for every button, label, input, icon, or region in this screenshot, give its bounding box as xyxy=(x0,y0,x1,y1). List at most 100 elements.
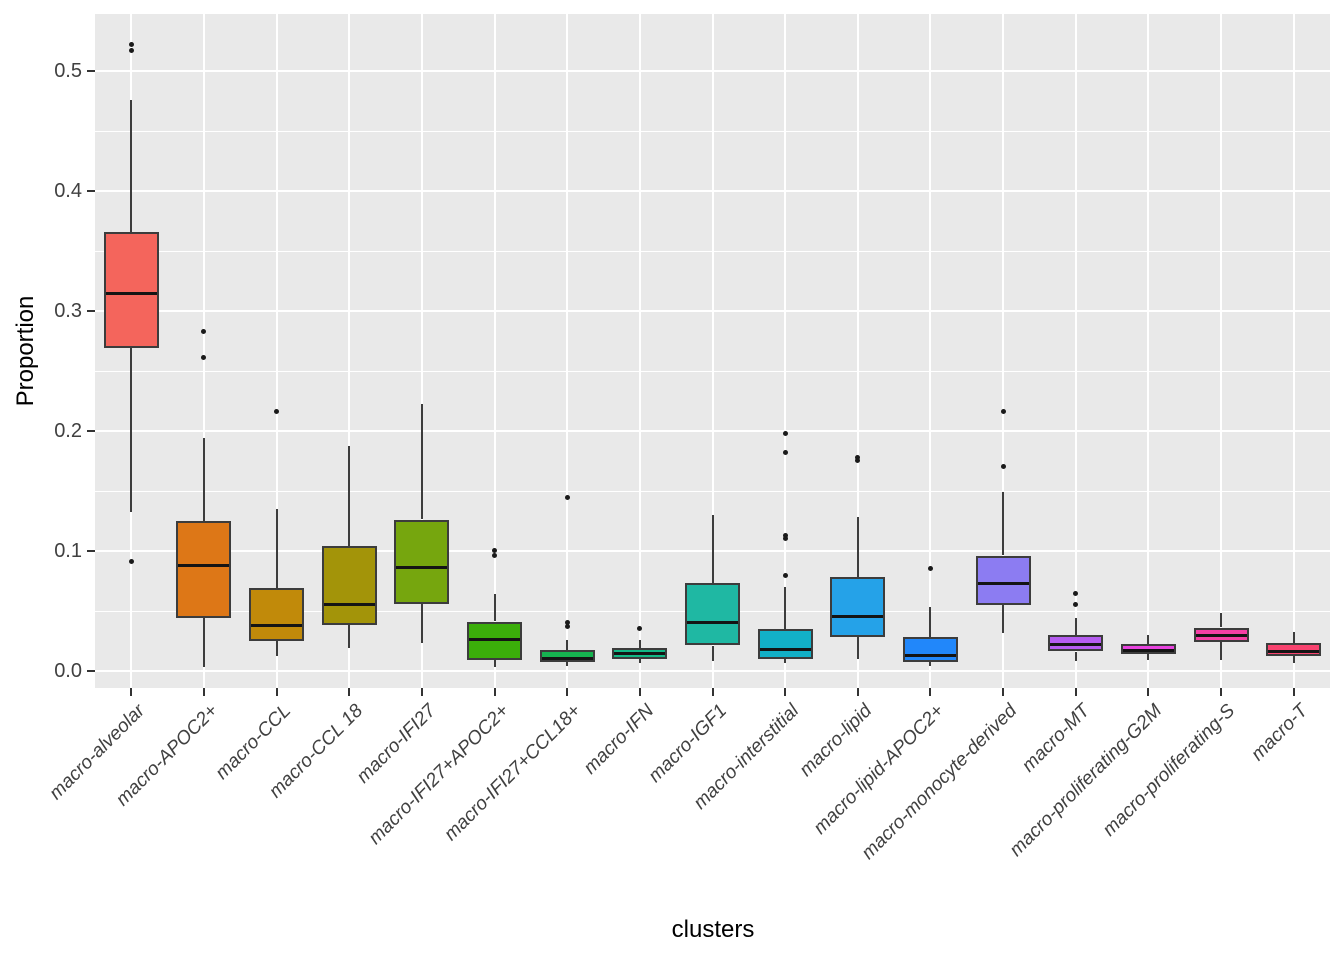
boxplot-box xyxy=(975,555,1031,605)
category-gridline xyxy=(711,14,714,688)
y-tick-label: 0.5 xyxy=(54,59,82,82)
boxplot-lower-whisker xyxy=(1147,653,1150,660)
boxplot-median-line xyxy=(396,566,448,569)
y-tick xyxy=(87,189,95,192)
boxplot-lower-whisker xyxy=(202,617,205,668)
x-tick xyxy=(856,688,859,696)
boxplot-median-line xyxy=(832,615,884,619)
boxplot-median-line xyxy=(105,292,157,296)
boxplot-median-line xyxy=(1195,634,1247,638)
major-gridline xyxy=(95,429,1330,432)
boxplot-outlier-dot xyxy=(855,458,861,464)
minor-gridline xyxy=(95,250,1330,252)
boxplot-box xyxy=(249,587,305,641)
category-gridline xyxy=(1147,14,1150,688)
major-gridline xyxy=(95,69,1330,72)
y-tick-label: 0.1 xyxy=(54,539,82,562)
major-gridline xyxy=(95,669,1330,672)
boxplot-lower-whisker xyxy=(493,659,496,668)
boxplot-lower-whisker xyxy=(1292,656,1295,664)
boxplot-box xyxy=(757,628,813,659)
boxplot-outlier-dot xyxy=(564,620,570,626)
boxplot-upper-whisker xyxy=(711,514,714,584)
boxplot-outlier-dot xyxy=(128,41,134,47)
minor-gridline xyxy=(95,130,1330,132)
boxplot-upper-whisker xyxy=(1074,617,1077,635)
boxplot-upper-whisker xyxy=(493,593,496,622)
boxplot-outlier-dot xyxy=(128,47,134,53)
boxplot-lower-whisker xyxy=(1074,651,1077,662)
x-tick xyxy=(784,688,787,696)
x-tick xyxy=(130,688,133,696)
x-tick xyxy=(1002,688,1005,696)
category-gridline xyxy=(275,14,278,688)
boxplot-outlier-dot xyxy=(564,623,570,629)
boxplot-upper-whisker xyxy=(1220,613,1223,628)
boxplot-median-line xyxy=(904,653,956,657)
x-tick xyxy=(202,688,205,696)
boxplot-outlier-dot xyxy=(492,548,498,554)
x-tick xyxy=(348,688,351,696)
y-tick-label: 0.2 xyxy=(54,419,82,442)
x-tick xyxy=(1147,688,1150,696)
boxplot-median-line xyxy=(1122,648,1174,652)
major-gridline xyxy=(95,309,1330,312)
boxplot-outlier-dot xyxy=(1000,464,1006,470)
boxplot-box xyxy=(685,583,740,646)
y-tick xyxy=(87,309,95,312)
boxplot-median-line xyxy=(687,621,738,625)
boxplot-median-line xyxy=(1050,642,1102,646)
boxplot-box xyxy=(321,545,377,626)
boxplot-median-line xyxy=(178,563,230,567)
minor-gridline xyxy=(95,490,1330,492)
x-tick xyxy=(275,688,278,696)
boxplot-lower-whisker xyxy=(275,640,278,657)
boxplot-median-line xyxy=(323,603,375,607)
boxplot-outlier-dot xyxy=(1000,409,1006,414)
boxplot-upper-whisker xyxy=(275,508,278,588)
boxplot-outlier-dot xyxy=(927,566,933,572)
boxplot-outlier-dot xyxy=(201,355,207,360)
x-tick xyxy=(420,688,423,696)
boxplot-upper-whisker xyxy=(1292,632,1295,644)
boxplot-lower-whisker xyxy=(929,662,932,666)
boxplot-outlier-dot xyxy=(274,409,280,414)
boxplot-median-line xyxy=(541,657,593,661)
boxplot-outlier-dot xyxy=(782,532,788,538)
plot-panel xyxy=(95,14,1330,688)
category-gridline xyxy=(1002,14,1005,688)
boxplot-lower-whisker xyxy=(784,658,787,664)
boxplot-median-line xyxy=(614,652,666,656)
x-tick xyxy=(566,688,569,696)
major-gridline xyxy=(95,189,1330,192)
category-gridline xyxy=(929,14,932,688)
boxplot-upper-whisker xyxy=(1147,634,1150,645)
y-tick xyxy=(87,669,95,672)
x-tick xyxy=(493,688,496,696)
boxplot-lower-whisker xyxy=(348,625,351,648)
x-tick xyxy=(1074,688,1077,696)
y-axis-title: Proportion xyxy=(12,295,39,407)
category-gridline xyxy=(1074,14,1077,688)
boxplot-upper-whisker xyxy=(566,639,569,651)
boxplot-median-line xyxy=(1268,650,1320,653)
boxplot-median-line xyxy=(977,581,1029,585)
boxplot-lower-whisker xyxy=(638,658,641,664)
boxplot-upper-whisker xyxy=(638,639,641,648)
boxplot-outlier-dot xyxy=(782,536,788,542)
boxplot-lower-whisker xyxy=(420,603,423,644)
boxplot-lower-whisker xyxy=(1002,604,1005,634)
category-gridline xyxy=(784,14,787,688)
boxplot-lower-whisker xyxy=(130,347,133,513)
category-gridline xyxy=(566,14,569,688)
x-tick xyxy=(1292,688,1295,696)
x-tick xyxy=(1220,688,1223,696)
y-tick-label: 0.0 xyxy=(54,659,82,682)
boxplot-box xyxy=(902,637,958,663)
x-tick xyxy=(929,688,932,696)
category-gridline xyxy=(202,14,205,688)
boxplot-outlier-dot xyxy=(1073,591,1079,597)
boxplot-box xyxy=(176,520,232,618)
y-tick-label: 0.3 xyxy=(54,299,82,322)
y-tick xyxy=(87,549,95,552)
